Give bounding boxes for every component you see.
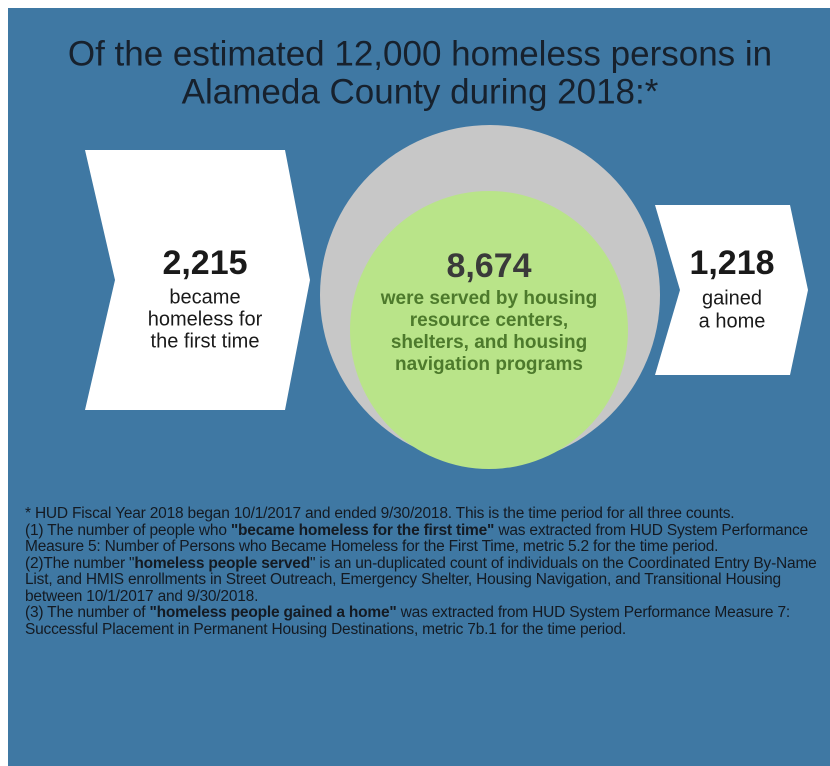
left-label: the first time [151, 330, 260, 352]
footnotes: * HUD Fiscal Year 2018 began 10/1/2017 a… [25, 505, 820, 638]
footnote-text: was extracted from HUD System Performanc… [25, 521, 808, 555]
left-label: homeless for [148, 308, 263, 330]
footnote: (1) The number of people who "became hom… [25, 521, 820, 556]
left-number: 2,215 [162, 244, 247, 282]
footnote-emphasis: "became homeless for the first time" [230, 521, 495, 539]
footnote-emphasis: "homeless people gained a home" [149, 604, 397, 621]
footnote-text: (3) The number of [25, 604, 150, 621]
left-label: became [169, 286, 240, 308]
title-line: Of the estimated 12,000 homeless persons… [68, 34, 772, 73]
center-label: resource centers, [410, 310, 568, 331]
center-number: 8,674 [446, 247, 531, 285]
footnote-text: (1) The number of people who [25, 521, 231, 539]
right-number: 1,218 [689, 244, 774, 282]
footnote: (2)The number "homeless people served" i… [25, 554, 820, 606]
footnote-text: * HUD Fiscal Year 2018 began 10/1/2017 a… [25, 505, 735, 522]
right-arrow [655, 205, 808, 375]
center-label: navigation programs [395, 354, 583, 375]
right-label: gained [702, 287, 762, 309]
footnote-text: " is an un-duplicated count of individua… [25, 554, 817, 605]
title-line: Alameda County during 2018:* [182, 72, 659, 111]
footnote-text: (2)The number " [25, 554, 135, 572]
center-label: shelters, and housing [391, 332, 587, 353]
center-label: were served by housing [380, 288, 597, 309]
inner-circle [350, 191, 628, 469]
footnote-text: was extracted from HUD System Performanc… [25, 604, 790, 638]
footnote: * HUD Fiscal Year 2018 began 10/1/2017 a… [25, 505, 820, 523]
left-arrow [85, 150, 310, 410]
footnote-emphasis: homeless people served [134, 554, 310, 572]
footnote: (3) The number of "homeless people gaine… [25, 604, 820, 638]
right-label: a home [699, 310, 766, 332]
